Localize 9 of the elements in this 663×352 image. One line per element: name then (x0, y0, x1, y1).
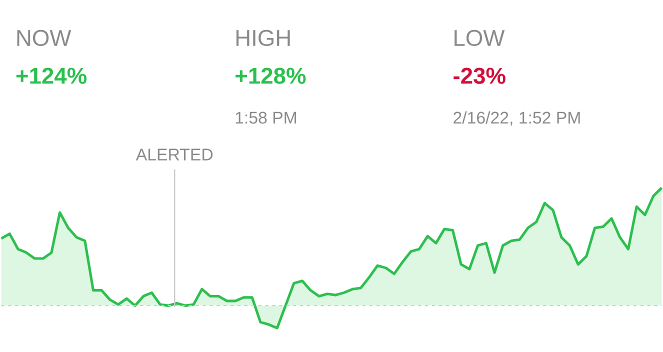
text: 1:58 PM (236, 112, 296, 124)
text: NOW (17, 30, 72, 46)
text: 2/16/22, 1:52 PM (454, 111, 580, 126)
text: ALERTED (136, 148, 213, 161)
text: -23% (454, 68, 506, 84)
text: +124% (16, 68, 87, 84)
text: LOW (454, 30, 505, 46)
text: HIGH (236, 30, 290, 46)
text: +128% (236, 68, 306, 84)
